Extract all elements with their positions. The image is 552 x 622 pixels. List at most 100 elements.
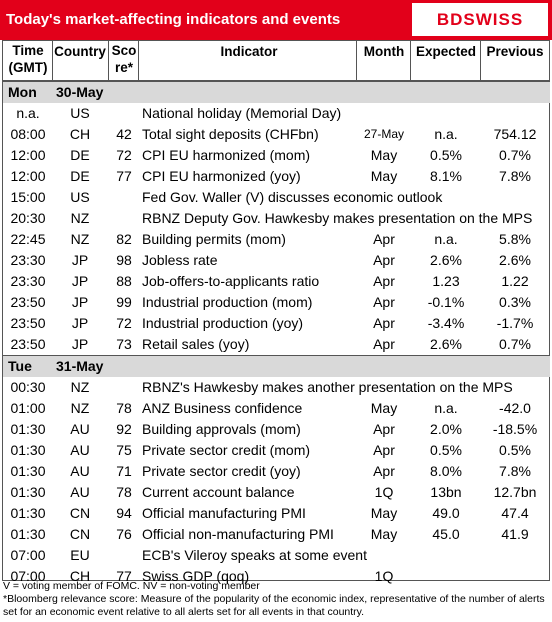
cell-score: 98 — [116, 252, 132, 268]
cell-country: JP — [71, 336, 89, 352]
cell-country: NZ — [70, 210, 90, 226]
cell-score: 72 — [116, 315, 132, 331]
cell-month: Apr — [373, 252, 395, 268]
cell-score: 73 — [116, 336, 132, 352]
cell-indicator: Industrial production (mom) — [142, 294, 313, 310]
cell-country: CH — [69, 126, 91, 142]
cell-country: JP — [71, 315, 89, 331]
cell-indicator: CPI EU harmonized (mom) — [142, 147, 311, 163]
cell-month: Apr — [373, 421, 395, 437]
cell-time: 01:30 — [10, 442, 46, 458]
cell-month: 1Q — [374, 484, 394, 500]
cell-time: 07:00 — [10, 547, 46, 563]
cell-previous: 0.3% — [499, 294, 531, 310]
column-header: Indicator — [220, 44, 278, 59]
footnote: V = voting member of FOMC. NV = non-voti… — [3, 580, 260, 592]
cell-score: 76 — [116, 526, 132, 542]
cell-score: 88 — [116, 273, 132, 289]
cell-time: 20:30 — [10, 210, 46, 226]
cell-time: 01:30 — [10, 526, 46, 542]
cell-time: 01:30 — [10, 421, 46, 437]
cell-expected: n.a. — [434, 231, 458, 247]
cell-score: 99 — [116, 294, 132, 310]
cell-time: 08:00 — [10, 126, 46, 142]
cell-score: 92 — [116, 421, 132, 437]
cell-indicator: Fed Gov. Waller (V) discusses economic o… — [142, 189, 443, 205]
cell-expected: n.a. — [434, 126, 458, 142]
cell-indicator: Private sector credit (yoy) — [142, 463, 301, 479]
cell-indicator: Job-offers-to-applicants ratio — [142, 273, 320, 289]
cell-previous: 0.7% — [499, 336, 531, 352]
cell-time: 23:50 — [10, 336, 46, 352]
cell-indicator: Private sector credit (mom) — [142, 442, 311, 458]
cell-indicator: Building permits (mom) — [142, 231, 286, 247]
cell-month: May — [370, 505, 398, 521]
section-day: Mon — [8, 84, 37, 100]
cell-expected: 45.0 — [432, 526, 460, 542]
cell-previous: 0.5% — [499, 442, 531, 458]
cell-expected: 8.0% — [430, 463, 462, 479]
cell-country: AU — [70, 442, 90, 458]
cell-indicator: Official manufacturing PMI — [142, 505, 306, 521]
cell-country: EU — [70, 547, 90, 563]
cell-previous: 41.9 — [501, 526, 529, 542]
cell-previous: -42.0 — [499, 400, 531, 416]
cell-expected: 1.23 — [432, 273, 460, 289]
column-header: Time — [12, 43, 44, 58]
title: Today's market-affecting indicators and … — [6, 11, 341, 28]
cell-indicator: CPI EU harmonized (yoy) — [142, 168, 301, 184]
cell-country: NZ — [70, 400, 90, 416]
column-divider — [410, 40, 411, 80]
cell-time: 01:00 — [10, 400, 46, 416]
cell-month: Apr — [373, 336, 395, 352]
cell-score: 72 — [116, 147, 132, 163]
cell-time: 01:30 — [10, 484, 46, 500]
cell-country: CN — [69, 526, 91, 542]
cell-time: 22:45 — [10, 231, 46, 247]
cell-country: AU — [70, 484, 90, 500]
cell-indicator: Current account balance — [142, 484, 295, 500]
cell-expected: 0.5% — [430, 442, 462, 458]
column-divider — [356, 40, 357, 80]
column-header: Previous — [486, 44, 544, 59]
cell-indicator: RBNZ's Hawkesby makes another presentati… — [142, 379, 513, 395]
cell-time: 07:00 — [10, 568, 46, 584]
cell-country: CH — [69, 568, 91, 584]
column-divider — [480, 40, 481, 80]
cell-country: US — [70, 105, 90, 121]
cell-country: US — [70, 189, 90, 205]
column-header: Expected — [415, 44, 477, 59]
cell-expected: 2.0% — [430, 421, 462, 437]
cell-score: 71 — [116, 463, 132, 479]
column-header: re* — [114, 60, 133, 75]
cell-previous: 5.8% — [499, 231, 531, 247]
cell-expected: 13bn — [430, 484, 462, 500]
column-header: Sco — [111, 43, 137, 58]
cell-expected: 2.6% — [430, 252, 462, 268]
cell-time: 12:00 — [10, 147, 46, 163]
cell-score: 94 — [116, 505, 132, 521]
cell-time: 23:50 — [10, 294, 46, 310]
cell-country: AU — [70, 421, 90, 437]
cell-indicator: Industrial production (yoy) — [142, 315, 304, 331]
table-border — [2, 40, 550, 581]
cell-score: 78 — [116, 484, 132, 500]
cell-indicator: RBNZ Deputy Gov. Hawkesby makes presenta… — [142, 210, 533, 226]
column-divider — [52, 40, 53, 80]
cell-previous: -18.5% — [492, 421, 538, 437]
cell-country: AU — [70, 463, 90, 479]
cell-country: JP — [71, 294, 89, 310]
cell-month: May — [370, 400, 398, 416]
column-header: Country — [54, 44, 106, 59]
footnote: *Bloomberg relevance score: Measure of t… — [3, 593, 545, 618]
cell-time: 23:30 — [10, 273, 46, 289]
cell-expected: 2.6% — [430, 336, 462, 352]
cell-country: DE — [70, 168, 90, 184]
column-divider — [108, 40, 109, 80]
cell-month: Apr — [373, 294, 395, 310]
cell-indicator: Building approvals (mom) — [142, 421, 301, 437]
cell-indicator: ECB's Vileroy speaks at some event — [142, 547, 367, 563]
cell-month: May — [370, 168, 398, 184]
logo: BDSWISS — [412, 3, 548, 36]
